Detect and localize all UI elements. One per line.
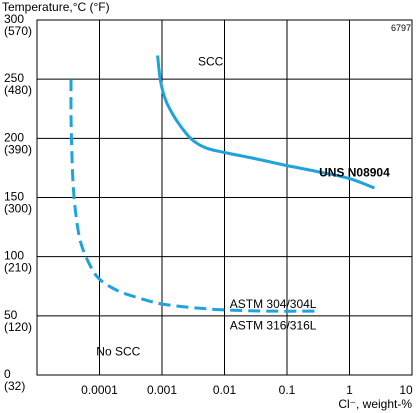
y-tick-label-celsius: 50 bbox=[4, 308, 18, 322]
y-tick-label-celsius: 0 bbox=[4, 367, 11, 381]
series-label-astm-304: ASTM 304/304L bbox=[230, 297, 317, 311]
figure-id: 6797 bbox=[391, 23, 411, 33]
x-tick-label: 10 bbox=[399, 383, 413, 397]
y-axis-title: Temperature,°C (°F) bbox=[2, 0, 110, 14]
series-lines bbox=[69, 55, 375, 313]
region-label-scc: SCC bbox=[198, 54, 224, 68]
y-tick-label-fahrenheit: (300) bbox=[4, 202, 32, 216]
x-tick-label: 0.1 bbox=[279, 383, 296, 397]
y-tick-label-fahrenheit: (570) bbox=[4, 24, 32, 38]
y-tick-label-fahrenheit: (390) bbox=[4, 142, 32, 156]
x-tick-label: 0.0001 bbox=[81, 383, 118, 397]
y-tick-label-celsius: 250 bbox=[4, 71, 24, 85]
series-line-uns-n08904 bbox=[156, 55, 375, 190]
tick-labels: 0(32)50(120)100(210)150(300)200(390)250(… bbox=[4, 12, 413, 397]
y-tick-label-celsius: 150 bbox=[4, 190, 24, 204]
y-tick-label-fahrenheit: (210) bbox=[4, 261, 32, 275]
region-label-no-scc: No SCC bbox=[96, 344, 140, 358]
y-tick-label-celsius: 100 bbox=[4, 249, 24, 263]
x-tick-label: 1 bbox=[346, 383, 353, 397]
y-tick-label-fahrenheit: (32) bbox=[4, 379, 25, 393]
y-tick-label-celsius: 200 bbox=[4, 130, 24, 144]
y-tick-label-celsius: 300 bbox=[4, 12, 24, 26]
series-label-uns-n08904: UNS N08904 bbox=[319, 166, 390, 180]
y-tick-label-fahrenheit: (120) bbox=[4, 320, 32, 334]
grid bbox=[36, 19, 413, 376]
x-tick-label: 0.01 bbox=[213, 383, 237, 397]
x-tick-label: 0.001 bbox=[147, 383, 177, 397]
plot-frame bbox=[36, 19, 413, 376]
series-label-astm-316: ASTM 316/316L bbox=[230, 318, 317, 332]
series-line-astm-304-316 bbox=[69, 79, 317, 313]
x-axis-title: Cl⁻, weight-% bbox=[338, 397, 412, 411]
y-tick-label-fahrenheit: (480) bbox=[4, 83, 32, 97]
